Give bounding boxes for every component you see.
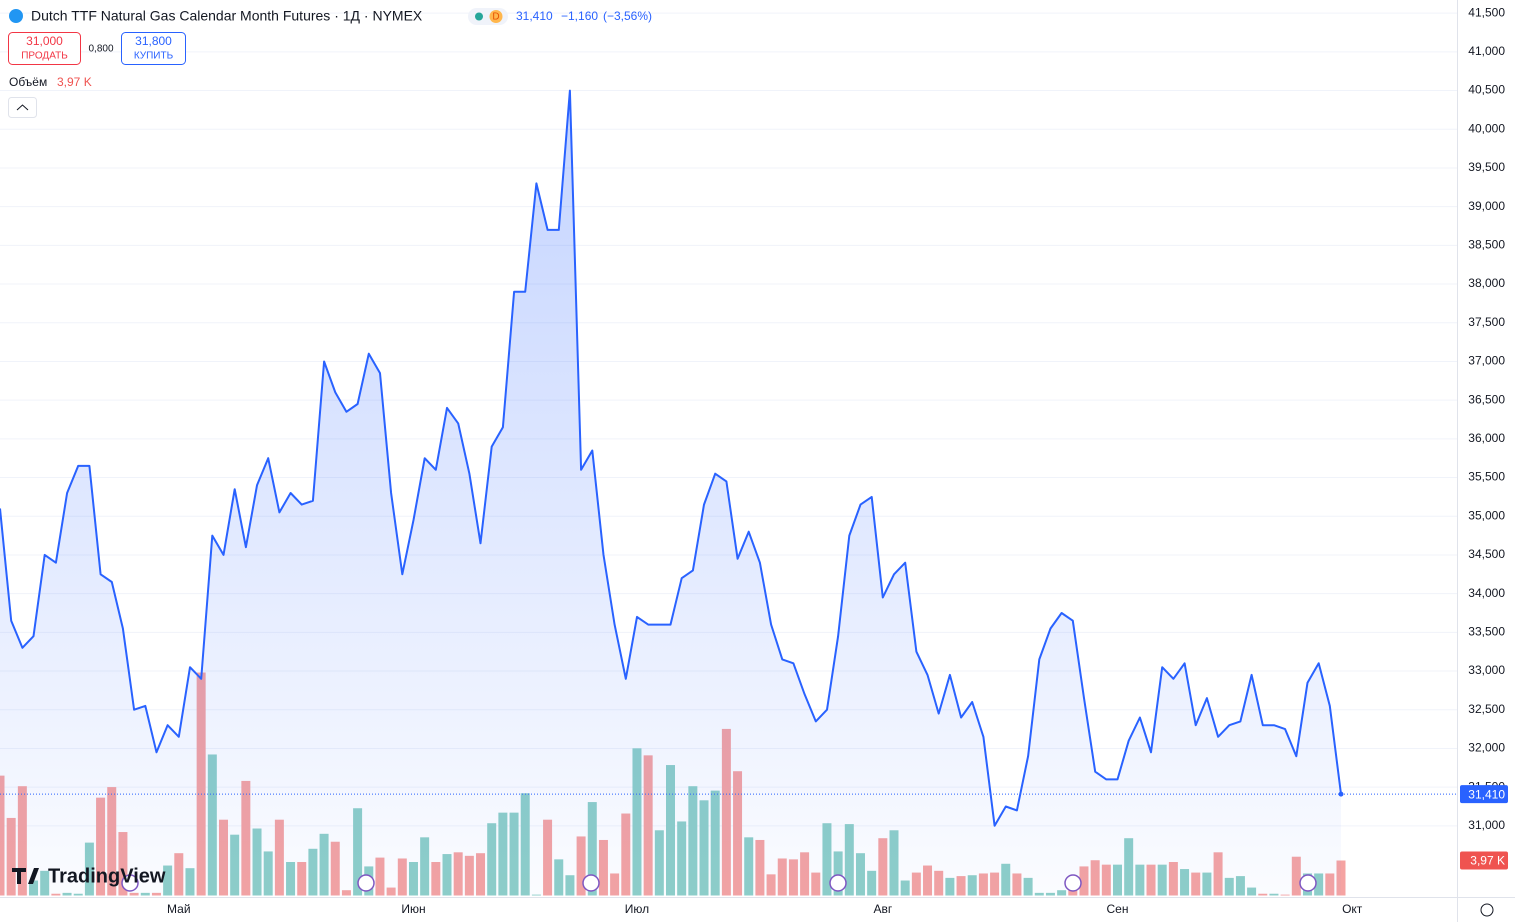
y-tick-label: 40,000 [1468,121,1505,135]
y-tick-label: 41,000 [1468,44,1505,58]
volume-tag [1460,851,1508,870]
x-tick-label: Июн [401,902,425,916]
y-tick-label: 35,000 [1468,508,1505,522]
event-icon[interactable] [121,874,139,892]
event-icon[interactable] [582,874,600,892]
status-dot [475,12,483,21]
y-tick-label: 32,500 [1468,702,1505,716]
price-change-pct: (−3,56%) [603,9,652,23]
area-fill [0,90,1341,896]
y-tick-label: 37,000 [1468,354,1505,368]
collapse-button[interactable] [8,97,37,118]
x-tick-label: Сен [1107,902,1129,916]
y-tick-label: 37,500 [1468,315,1505,329]
sell-price: 31,000 [26,34,63,48]
buy-button[interactable] [121,32,186,65]
interval-badge [489,10,503,23]
price-change: −1,160 [561,9,598,23]
x-tick-label: Май [167,902,191,916]
symbol-icon [9,9,23,23]
y-tick-label: 31,000 [1468,818,1505,832]
event-icon[interactable] [357,874,375,892]
y-tick-label: 38,000 [1468,276,1505,290]
y-tick-label: 39,000 [1468,199,1505,213]
price-line [0,89,1342,827]
x-tick-label: Окт [1342,902,1363,916]
y-tick-label: 34,500 [1468,547,1505,561]
symbol-title[interactable]: Dutch TTF Natural Gas Calendar Month Fut… [31,8,423,24]
price-tag [1460,785,1508,804]
sell-label: ПРОДАТЬ [21,51,68,62]
buy-price: 31,800 [135,34,172,48]
y-tick-label: 38,500 [1468,238,1505,252]
volume-label: Объём [9,75,47,89]
y-tick-label: 32,000 [1468,741,1505,755]
y-tick-label: 36,000 [1468,431,1505,445]
volume-tag-label: 3,97 K [1470,854,1505,868]
buy-label: КУПИТЬ [134,51,174,62]
y-tick-label: 36,500 [1468,392,1505,406]
x-tick-label: Авг [873,902,892,916]
logo-text: TradingView [48,865,166,887]
event-icon[interactable] [1064,874,1082,892]
collapse-icon [16,104,29,111]
interval-text: D [492,12,499,23]
last-price: 31,410 [516,9,553,23]
event-icon[interactable] [1299,874,1317,892]
x-tick-label: Июл [625,902,649,916]
y-tick-label: 33,000 [1468,663,1505,677]
volume-value: 3,97 K [57,75,92,89]
last-point [1338,791,1344,797]
y-tick-label: 40,500 [1468,83,1505,97]
y-tick-label: 41,500 [1468,5,1505,19]
event-icons[interactable] [121,874,1317,892]
y-tick-label: 34,000 [1468,586,1505,600]
logo-icon [12,868,39,884]
settings-icon[interactable] [1480,903,1494,917]
y-tick-label: 35,500 [1468,470,1505,484]
y-tick-label: 39,500 [1468,160,1505,174]
y-tick-label: 33,500 [1468,625,1505,639]
spread: 0,800 [88,44,113,55]
price-tag-label: 31,410 [1468,787,1505,801]
sell-button[interactable] [8,32,81,65]
event-icon[interactable] [829,874,847,892]
